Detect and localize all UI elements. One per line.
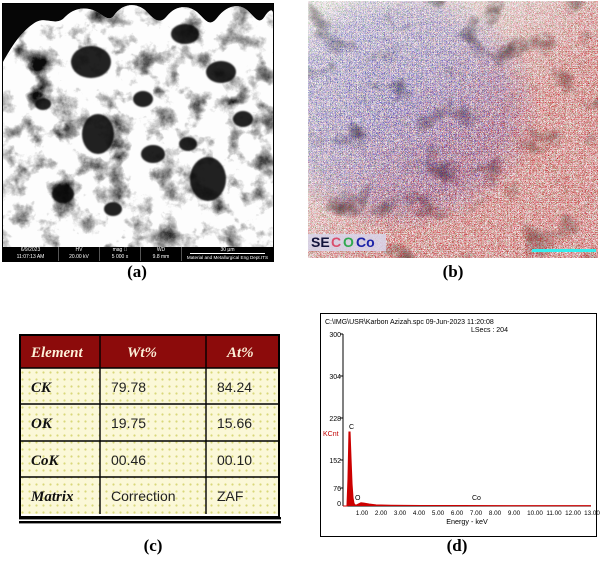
svg-text:ZAF: ZAF	[217, 488, 243, 504]
svg-text:84.24: 84.24	[217, 379, 252, 395]
svg-text:0: 0	[337, 501, 341, 508]
svg-text:Correction: Correction	[111, 488, 176, 504]
svg-text:Energy - keV: Energy - keV	[446, 517, 488, 526]
svg-text:9.00: 9.00	[508, 510, 521, 517]
svg-text:3.00: 3.00	[394, 510, 407, 517]
svg-text:Co: Co	[472, 495, 481, 502]
svg-text:300: 300	[329, 332, 341, 339]
svg-text:Wt%: Wt%	[127, 345, 157, 361]
svg-text:Co: Co	[356, 234, 375, 250]
svg-text:00.10: 00.10	[217, 452, 252, 468]
svg-text:5.00: 5.00	[432, 510, 445, 517]
svg-text:CK: CK	[31, 380, 52, 396]
svg-text:C:\IMG\USR\Karbon Azizah.spc: C:\IMG\USR\Karbon Azizah.spc 09-Jun-2023…	[325, 319, 494, 326]
svg-text:00.46: 00.46	[111, 452, 146, 468]
svg-text:13.00: 13.00	[584, 510, 600, 517]
svg-text:79.78: 79.78	[111, 379, 146, 395]
svg-text:2.00: 2.00	[375, 510, 388, 517]
svg-text:CoK: CoK	[31, 453, 60, 469]
svg-text:At%: At%	[226, 345, 254, 361]
svg-text:6.00: 6.00	[451, 510, 464, 517]
svg-text:C: C	[331, 234, 341, 250]
svg-text:12.00: 12.00	[565, 510, 581, 517]
svg-text:152: 152	[329, 458, 341, 465]
svg-text:Matrix: Matrix	[30, 489, 74, 505]
svg-text:15.66: 15.66	[217, 415, 252, 431]
svg-text:LSecs : 204: LSecs : 204	[471, 327, 508, 334]
svg-text:11.00: 11.00	[546, 510, 562, 517]
svg-text:1.00: 1.00	[356, 510, 369, 517]
svg-text:228: 228	[329, 416, 341, 423]
svg-text:4.00: 4.00	[413, 510, 426, 517]
svg-text:KCnt: KCnt	[323, 431, 339, 438]
svg-text:76: 76	[333, 486, 341, 493]
svg-text:19.75: 19.75	[111, 415, 146, 431]
svg-text:O: O	[343, 234, 354, 250]
svg-text:304: 304	[329, 374, 341, 381]
svg-text:8.00: 8.00	[489, 510, 502, 517]
svg-text:O: O	[355, 495, 361, 502]
svg-text:OK: OK	[31, 416, 53, 432]
svg-text:Element: Element	[30, 345, 83, 361]
svg-text:SE: SE	[311, 234, 330, 250]
svg-text:7.00: 7.00	[470, 510, 483, 517]
svg-text:10.00: 10.00	[527, 510, 543, 517]
svg-text:C: C	[349, 424, 354, 431]
